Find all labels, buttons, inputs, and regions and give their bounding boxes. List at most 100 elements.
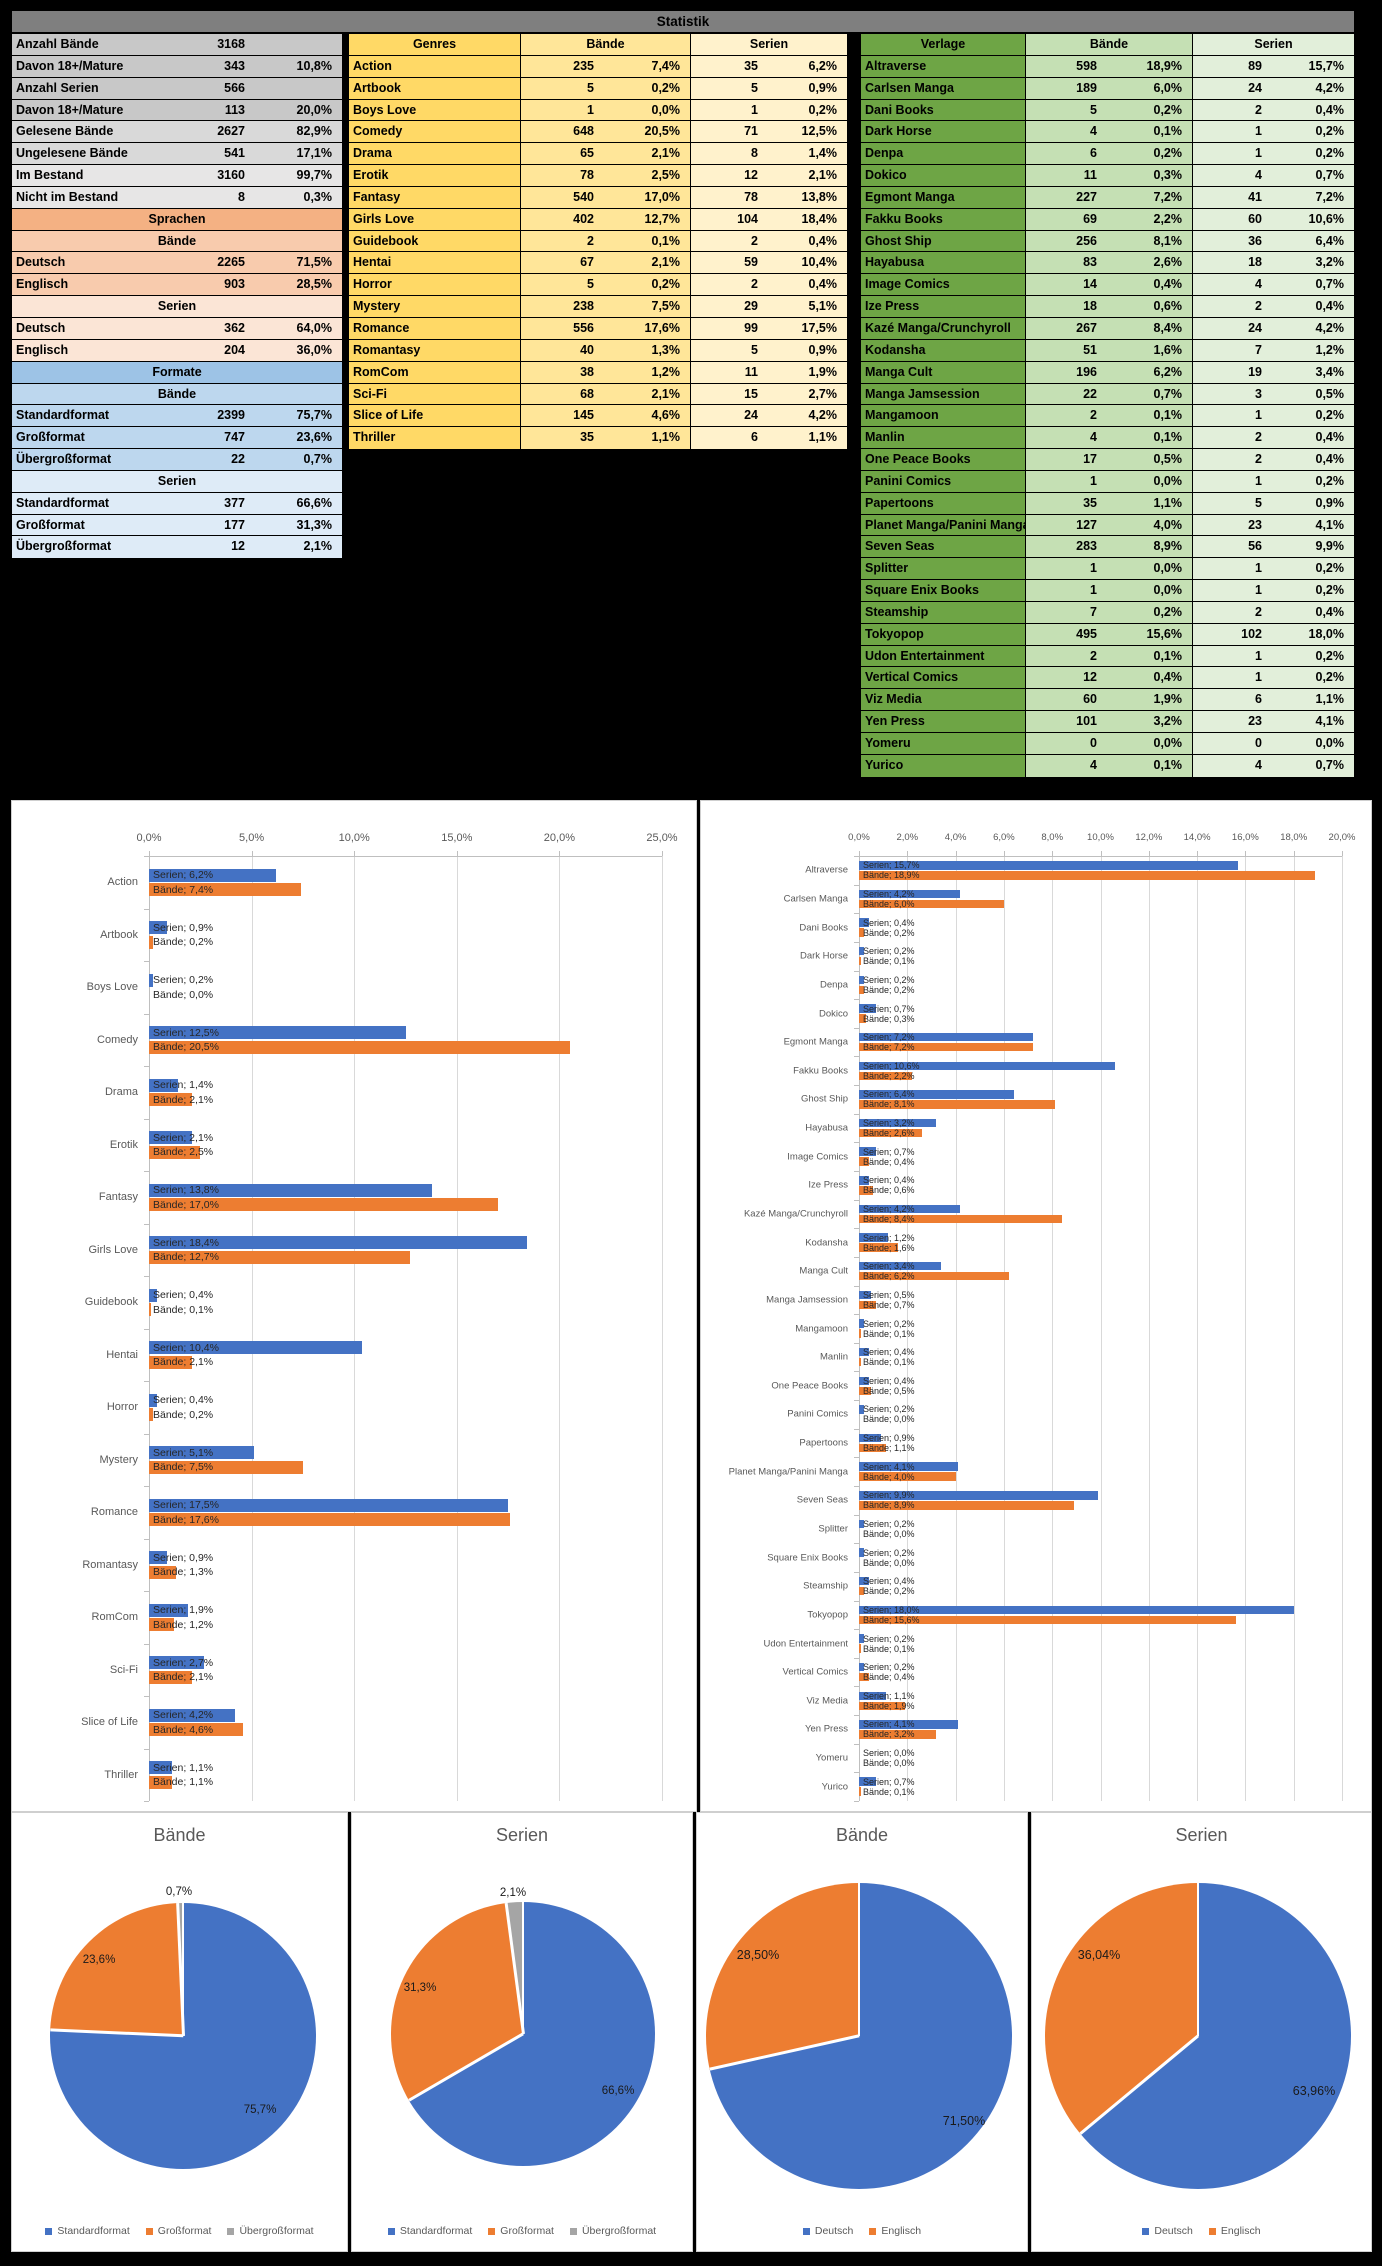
serien-percent: 6,2% xyxy=(770,55,847,77)
baende-count: 5 xyxy=(1026,99,1109,121)
legend-label: Englisch xyxy=(881,2225,922,2237)
bar-bände xyxy=(859,1644,862,1653)
serien-percent: 0,2% xyxy=(1274,405,1354,427)
table-row: Yomeru 0 0,0% 0 0,0% xyxy=(861,733,1354,755)
bar-data-label: Serien; 4,2% xyxy=(863,888,915,899)
category-label: RomCom xyxy=(91,1611,138,1624)
category-label: Viz Media xyxy=(806,1695,848,1707)
table-row: Standardformat 2399 75,7% xyxy=(12,405,342,428)
bar-data-label: Bände; 2,1% xyxy=(153,1093,214,1106)
serien-percent: 0,2% xyxy=(1274,667,1354,689)
table-row: Image Comics 14 0,4% 4 0,7% xyxy=(861,274,1354,297)
axis-tick xyxy=(149,851,150,856)
genres-table: Genres Bände Serien Action 235 7,4% 35 6,2% Artb… xyxy=(348,33,848,451)
serien-percent: 0,2% xyxy=(1274,143,1354,165)
serien-count: 1 xyxy=(1193,667,1274,689)
table-row: Davon 18+/Mature 343 10,8% xyxy=(12,55,342,78)
category-tick xyxy=(144,1066,149,1067)
serien-percent: 12,5% xyxy=(770,121,847,143)
legend-marker xyxy=(869,2227,877,2235)
category-label: Dani Books xyxy=(799,922,848,934)
bar-data-label: Bände; 12,7% xyxy=(153,1251,219,1263)
axis-tick-label: 2,0% xyxy=(896,832,919,843)
serien-count: 7 xyxy=(1193,339,1274,361)
column-header-serien: Serien xyxy=(691,34,847,55)
pie-chart-title: Serien xyxy=(1175,1825,1228,1845)
row-name: Vertical Comics xyxy=(861,667,1026,689)
bar-serien xyxy=(859,1720,958,1729)
serien-count: 5 xyxy=(691,339,770,361)
bar-data-label: Serien; 0,0% xyxy=(863,1748,915,1759)
bar-data-label: Bände; 1,9% xyxy=(863,1700,915,1711)
bar-data-label: Serien; 0,7% xyxy=(863,1146,915,1157)
serien-percent: 0,2% xyxy=(1274,558,1354,580)
baende-percent: 7,4% xyxy=(606,55,691,77)
bar-data-label: Bände; 2,1% xyxy=(153,1671,214,1683)
axis-tick-label: 0,0% xyxy=(848,832,870,843)
pie-legend: Deutsch Englisch xyxy=(697,2225,1027,2237)
row-name: Viz Media xyxy=(861,689,1026,711)
baende-percent: 1,2% xyxy=(606,361,691,383)
row-value: 343 xyxy=(224,58,245,73)
serien-percent: 7,2% xyxy=(1274,186,1354,208)
bar-data-label: Serien; 6,4% xyxy=(863,1089,915,1100)
serien-count: 2 xyxy=(1193,449,1274,470)
baende-percent: 0,1% xyxy=(1109,121,1193,143)
bar-data-label: Serien; 1,1% xyxy=(153,1761,214,1774)
row-percent: 71,5% xyxy=(296,255,332,270)
bar-serien xyxy=(859,1261,942,1271)
bar-serien xyxy=(859,975,864,985)
row-percent: 17,1% xyxy=(296,146,332,161)
legend-label: Übergroßformat xyxy=(581,2225,657,2237)
table-row: Sprachen xyxy=(12,208,342,231)
bar-data-label: Bände; 0,1% xyxy=(863,1357,915,1368)
bar-data-label: Serien; 0,4% xyxy=(863,1347,915,1358)
serien-percent: 18,0% xyxy=(1274,623,1354,645)
table-row: Yen Press 101 3,2% 23 4,1% xyxy=(861,711,1354,733)
baende-count: 238 xyxy=(521,296,606,317)
bar-serien xyxy=(859,1061,1115,1071)
serien-percent: 0,5% xyxy=(1274,383,1354,405)
category-tick xyxy=(854,1486,859,1487)
category-label: Fantasy xyxy=(98,1191,138,1204)
category-tick xyxy=(854,1715,859,1717)
serien-percent: 0,4% xyxy=(1274,449,1354,470)
category-label: Action xyxy=(107,876,138,889)
serien-percent: 9,9% xyxy=(1274,536,1354,558)
table-row: Erotik 78 2,5% 12 2,1% xyxy=(349,165,847,187)
serien-percent: 0,4% xyxy=(770,274,847,296)
row-name: Slice of Life xyxy=(349,405,521,427)
bar-serien xyxy=(149,1603,188,1617)
category-tick xyxy=(144,1118,149,1120)
category-tick xyxy=(144,1748,149,1750)
bar-serien xyxy=(149,1761,172,1774)
bar-data-label: Serien; 0,7% xyxy=(863,1003,915,1014)
bar-data-label: Serien; 13,8% xyxy=(153,1184,219,1196)
table-row: Manga Cult 196 6,2% 19 3,4% xyxy=(861,361,1354,384)
legend-marker xyxy=(387,2227,395,2235)
bar-bände xyxy=(859,1157,869,1166)
baende-count: 189 xyxy=(1026,77,1109,99)
table-row: Nicht im Bestand 8 0,3% xyxy=(12,186,342,209)
axis-tick xyxy=(1293,851,1295,856)
bar-bände xyxy=(149,935,154,949)
bar-serien xyxy=(149,1656,205,1669)
section-header: Bände xyxy=(157,233,197,248)
bar-data-label: Serien; 0,2% xyxy=(863,1518,915,1529)
baende-percent: 2,1% xyxy=(606,143,691,165)
baende-count: 60 xyxy=(1026,689,1109,711)
baende-percent: 7,2% xyxy=(1109,186,1193,208)
serien-count: 36 xyxy=(1193,230,1274,252)
category-label: Yomeru xyxy=(815,1752,848,1764)
baende-count: 598 xyxy=(1026,55,1109,77)
bar-data-label: Serien; 5,1% xyxy=(153,1446,214,1459)
legend-item: Deutsch xyxy=(802,2225,853,2237)
serien-count: 12 xyxy=(691,165,770,186)
row-value: 22 xyxy=(231,452,245,467)
legend-label: Großformat xyxy=(157,2225,212,2237)
row-value: 204 xyxy=(224,342,245,357)
bar-data-label: Bände; 2,5% xyxy=(153,1146,214,1158)
category-label: Boys Love xyxy=(86,981,138,994)
baende-count: 540 xyxy=(521,186,606,208)
category-label: Splitter xyxy=(818,1523,848,1535)
